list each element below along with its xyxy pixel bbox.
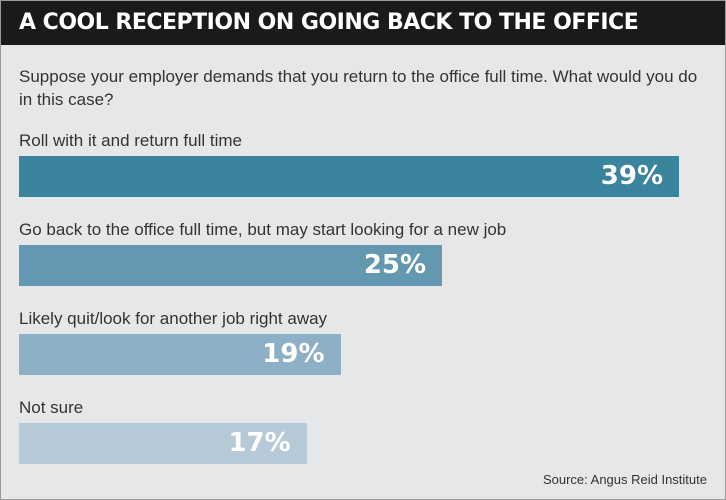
chart-title: A COOL RECEPTION ON GOING BACK TO THE OF… [19, 10, 639, 35]
bar [19, 423, 307, 464]
bar [19, 245, 443, 286]
category-label: Likely quit/look for another job right a… [19, 309, 328, 328]
source-note: Source: Angus Reid Institute [542, 472, 707, 487]
category-label: Not sure [19, 398, 84, 417]
bar [19, 334, 341, 375]
category-label: Roll with it and return full time [19, 131, 242, 150]
bar-value-label: 19% [262, 339, 325, 369]
bar [19, 156, 679, 197]
bar-value-label: 25% [363, 250, 427, 280]
bar-value-label: 39% [600, 161, 663, 191]
survey-question: Suppose your employer demands that you r… [19, 67, 698, 109]
category-label: Go back to the office full time, but may… [19, 220, 507, 239]
bar-value-label: 17% [228, 428, 291, 458]
title-bar: A COOL RECEPTION ON GOING BACK TO THE OF… [1, 1, 725, 45]
